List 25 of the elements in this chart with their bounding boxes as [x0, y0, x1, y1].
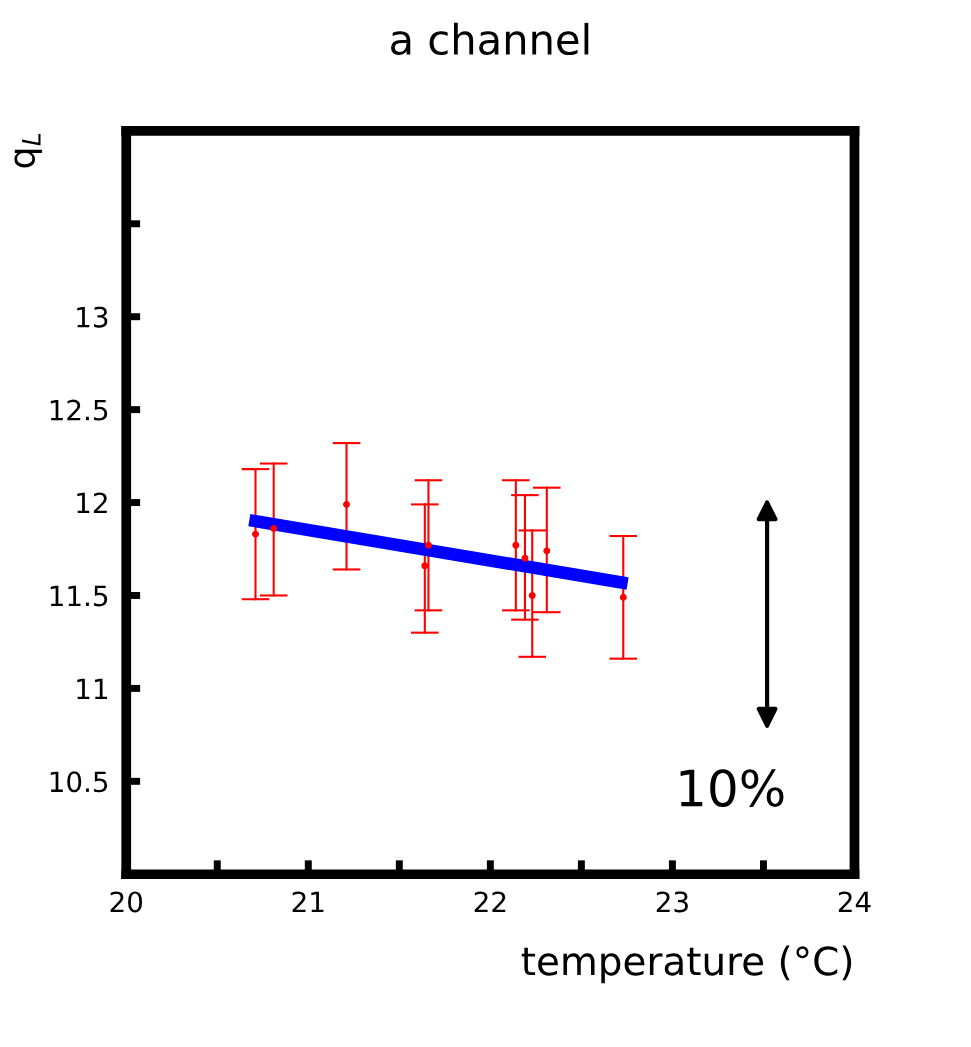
- point: [528, 592, 536, 599]
- y-tick-label: 12: [77, 492, 107, 514]
- y-tick-label: 11.5: [50, 585, 108, 607]
- x-tick-label: 23: [656, 891, 688, 913]
- point: [421, 562, 429, 570]
- point: [424, 541, 432, 549]
- point: [512, 541, 520, 549]
- point: [619, 593, 627, 601]
- x-tick-label: 24: [838, 891, 871, 913]
- y-axis-title: q$_{L}$: [14, 133, 43, 168]
- point: [521, 554, 529, 562]
- x-tick-label: 22: [474, 891, 506, 913]
- y-tick-label: 10.5: [50, 771, 108, 793]
- x-tick-label: 20: [110, 891, 143, 913]
- point: [270, 525, 278, 533]
- point: [252, 530, 259, 538]
- point: [343, 500, 350, 508]
- point: [543, 547, 551, 555]
- chart-title: a channel: [391, 22, 589, 56]
- x-tick-label: 21: [292, 891, 324, 913]
- x-axis-title: temperature (°C): [521, 945, 852, 984]
- y-tick-label: 11: [77, 678, 107, 699]
- y-tick-label: 12.5: [50, 399, 108, 421]
- y-tick-label: 13: [77, 306, 108, 328]
- annotation: 10%: [680, 769, 784, 807]
